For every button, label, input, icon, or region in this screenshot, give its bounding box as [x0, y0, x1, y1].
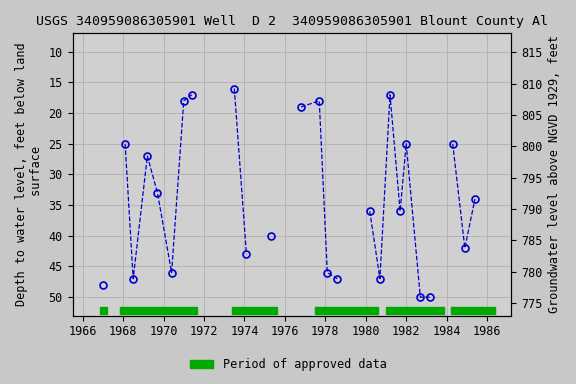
Bar [232, 307, 277, 314]
Legend: Period of approved data: Period of approved data [185, 354, 391, 376]
Title: USGS 340959086305901 Well  D 2  340959086305901 Blount County Al: USGS 340959086305901 Well D 2 3409590863… [36, 15, 548, 28]
Y-axis label: Depth to water level, feet below land
 surface: Depth to water level, feet below land su… [15, 43, 43, 306]
Bar [100, 307, 107, 314]
Bar [386, 307, 444, 314]
Bar [450, 307, 495, 314]
Bar [120, 307, 197, 314]
Y-axis label: Groundwater level above NGVD 1929, feet: Groundwater level above NGVD 1929, feet [548, 35, 561, 313]
Bar [315, 307, 378, 314]
